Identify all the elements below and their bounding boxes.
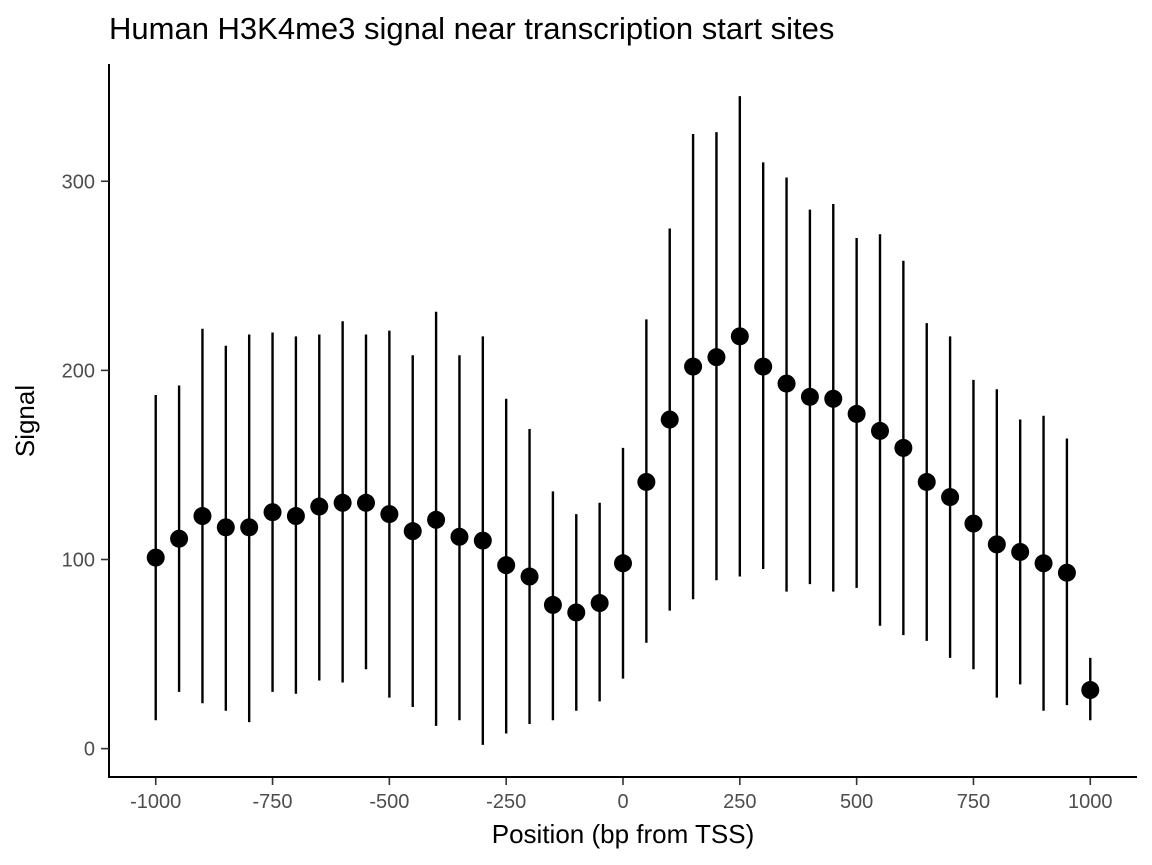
data-point [473,531,492,550]
data-point [380,505,399,524]
x-tick-label: 750 [957,791,990,813]
data-point [987,535,1006,554]
data-point [660,410,679,429]
data-point [847,404,866,423]
x-tick-label: 0 [617,791,628,813]
data-point [1057,563,1076,582]
data-point [193,507,212,526]
data-point [707,348,726,367]
x-axis-ticks: -1000 -750 -500 -250 0 250 500 750 1000 [130,778,1113,813]
data-point [824,389,843,408]
x-tick-label: -1000 [130,791,181,813]
data-point [1081,681,1100,700]
y-tick-label: 300 [62,171,95,193]
y-tick-label: 200 [62,360,95,382]
data-point [754,357,773,376]
data-point [310,497,329,516]
data-point [263,503,282,522]
y-tick-label: 100 [62,550,95,572]
data-point [333,493,352,512]
data-point [170,529,189,548]
data-point [450,527,469,546]
data-point [240,518,259,537]
x-tick-label: -500 [369,791,409,813]
axes [108,64,1137,778]
x-tick-label: 250 [723,791,756,813]
data-point [567,603,586,622]
data-point [964,514,983,533]
data-point [403,522,422,541]
data-point [614,554,632,573]
data-point [543,595,562,614]
data-point [1011,542,1030,561]
data-point [216,518,235,537]
data-point [497,556,516,575]
x-tick-label: 1000 [1068,791,1113,813]
data-point [357,493,375,512]
x-axis-title: Position (bp from TSS) [492,819,755,849]
data-point [286,507,305,526]
chart-title: Human H3K4me3 signal near transcription … [109,11,834,46]
x-tick-label: -750 [253,791,293,813]
data-point [427,510,446,529]
y-tick-label: 0 [84,739,95,761]
plot-area [146,96,1100,745]
data-point [941,488,960,507]
data-point [917,472,936,491]
data-point [684,357,703,376]
data-point [590,594,609,613]
y-axis-ticks: 0 100 200 300 [62,171,109,761]
data-point [637,472,656,491]
data-point [871,421,889,440]
data-point [520,567,539,586]
data-point [894,438,913,457]
data-point [730,327,749,346]
data-point [1034,554,1053,573]
data-point [777,374,796,393]
x-tick-label: 500 [840,791,873,813]
y-axis-title: Signal [10,385,40,457]
data-point [146,548,165,567]
x-tick-label: -250 [486,791,526,813]
data-point [800,387,819,406]
